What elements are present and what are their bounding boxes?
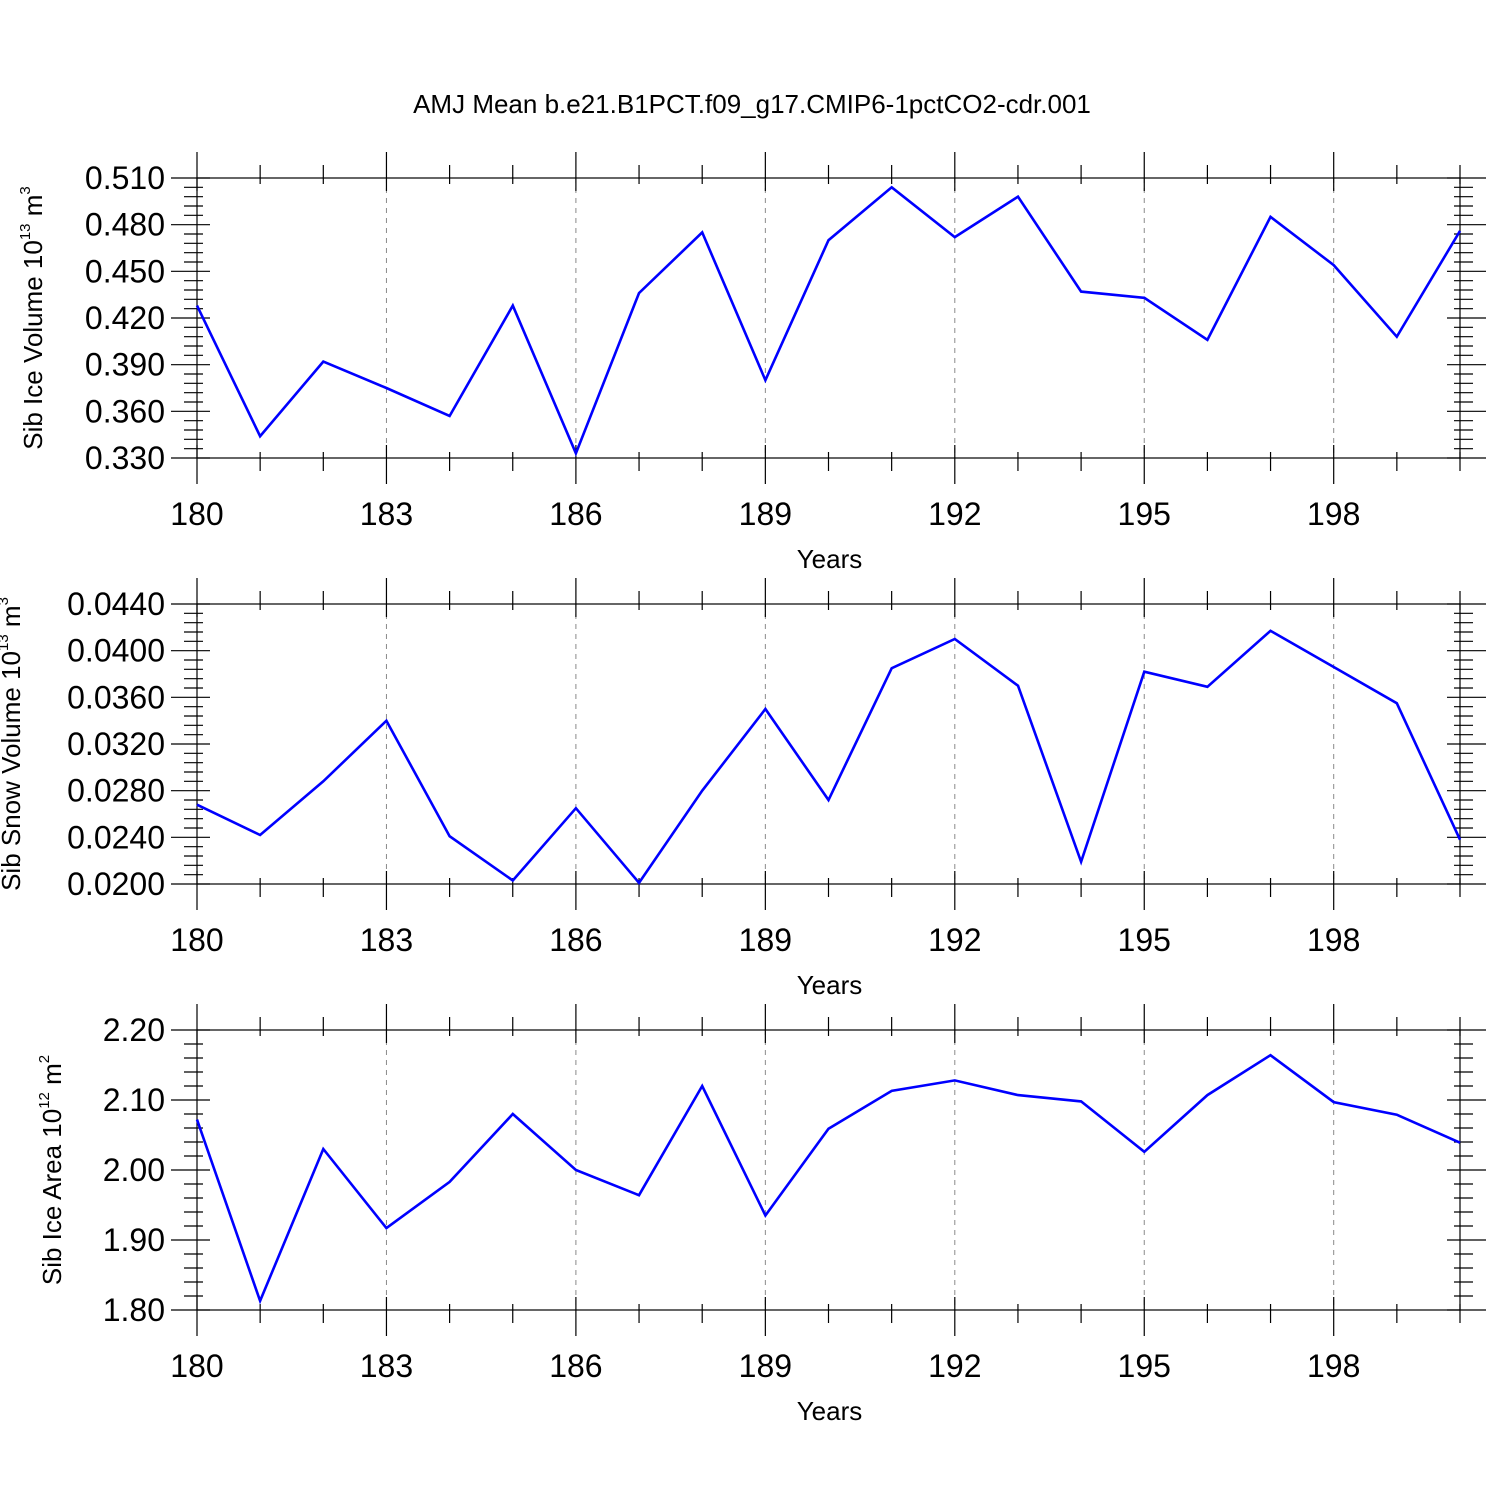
y-tick-label: 0.0200	[67, 866, 165, 902]
y-axis-title-unit-text: m	[18, 195, 48, 224]
x-tick-label: 180	[170, 1348, 223, 1384]
y-tick-label: 0.450	[85, 253, 165, 289]
y-tick-label: 1.80	[103, 1292, 165, 1328]
y-axis-title: Sib Ice Volume 1013 m3	[17, 186, 48, 450]
y-tick-label: 0.390	[85, 347, 165, 383]
x-tick-label: 192	[928, 922, 981, 958]
x-tick-label: 189	[739, 496, 792, 532]
panel-2: 180 183 186 189 192 195 198 0.0200 0.0240 0.0280 0…	[0, 578, 1486, 1000]
y-axis-title: Sib Snow Volume 1013 m3	[0, 597, 26, 891]
y-axis-title-exponent: 13	[0, 634, 12, 651]
x-tick-label: 183	[360, 496, 413, 532]
x-tick-label: 189	[739, 922, 792, 958]
y-tick-label: 2.10	[103, 1082, 165, 1118]
y-tick-label: 0.420	[85, 300, 165, 336]
x-tick-label: 192	[928, 1348, 981, 1384]
y-tick-label: 0.0360	[67, 679, 165, 715]
y-axis-title: Sib Ice Area 1012 m2	[36, 1055, 67, 1285]
y-tick-label: 0.360	[85, 393, 165, 429]
y-tick-label: 0.0440	[67, 586, 165, 622]
y-tick-label: 0.0320	[67, 726, 165, 762]
panel-1: 180 183 186 189 192 195 198 0.330 0.360 0.390 0.42…	[17, 152, 1486, 574]
x-tick-label: 186	[549, 496, 602, 532]
x-tick-label: 183	[360, 922, 413, 958]
y-axis-title-text: Sib Snow Volume 10	[0, 651, 26, 891]
y-tick-label: 1.90	[103, 1222, 165, 1258]
y-axis-title-unit-exponent: 3	[0, 597, 12, 605]
panels: 180 183 186 189 192 195 198 0.330 0.360 0.390 0.42…	[0, 152, 1486, 1426]
plot-frame	[196, 603, 1461, 885]
x-tick-label: 180	[170, 922, 223, 958]
x-tick-label: 180	[170, 496, 223, 532]
x-tick-label: 195	[1118, 1348, 1171, 1384]
y-tick-label: 0.330	[85, 440, 165, 476]
y-axis-title-text: Sib Ice Area 10	[37, 1109, 67, 1285]
x-tick-label: 198	[1307, 922, 1360, 958]
x-axis-title: Years	[797, 970, 863, 1000]
chart-title: AMJ Mean b.e21.B1PCT.f09_g17.CMIP6-1pctC…	[413, 89, 1091, 119]
y-axis-title-unit-exponent: 3	[17, 186, 34, 194]
panel-3: 180 183 186 189 192 195 198 1.80 1.90 2.00 2.10 2.2…	[36, 1004, 1486, 1426]
x-axis-title: Years	[797, 544, 863, 574]
y-axis-title-unit-text: m	[37, 1063, 67, 1092]
y-tick-label: 2.00	[103, 1152, 165, 1188]
x-tick-label: 189	[739, 1348, 792, 1384]
x-tick-label: 183	[360, 1348, 413, 1384]
x-tick-label: 195	[1118, 496, 1171, 532]
y-tick-label: 0.0240	[67, 819, 165, 855]
plot-frame	[196, 1029, 1461, 1311]
plot-frame	[196, 177, 1461, 459]
x-tick-label: 192	[928, 496, 981, 532]
y-tick-label: 2.20	[103, 1012, 165, 1048]
x-tick-label: 186	[549, 1348, 602, 1384]
y-tick-label: 0.0280	[67, 773, 165, 809]
y-axis-title-exponent: 13	[17, 223, 34, 240]
x-tick-label: 198	[1307, 1348, 1360, 1384]
y-tick-label: 0.480	[85, 207, 165, 243]
y-axis-title-unit-text: m	[0, 605, 26, 634]
y-axis-title-unit-exponent: 2	[36, 1055, 53, 1063]
y-tick-label: 0.0400	[67, 633, 165, 669]
x-tick-label: 198	[1307, 496, 1360, 532]
x-tick-label: 195	[1118, 922, 1171, 958]
x-tick-label: 186	[549, 922, 602, 958]
x-axis-title: Years	[797, 1396, 863, 1426]
y-axis-title-exponent: 12	[36, 1092, 53, 1109]
y-tick-label: 0.510	[85, 160, 165, 196]
series-line	[195, 185, 1462, 457]
y-axis-title-text: Sib Ice Volume 10	[18, 240, 48, 450]
